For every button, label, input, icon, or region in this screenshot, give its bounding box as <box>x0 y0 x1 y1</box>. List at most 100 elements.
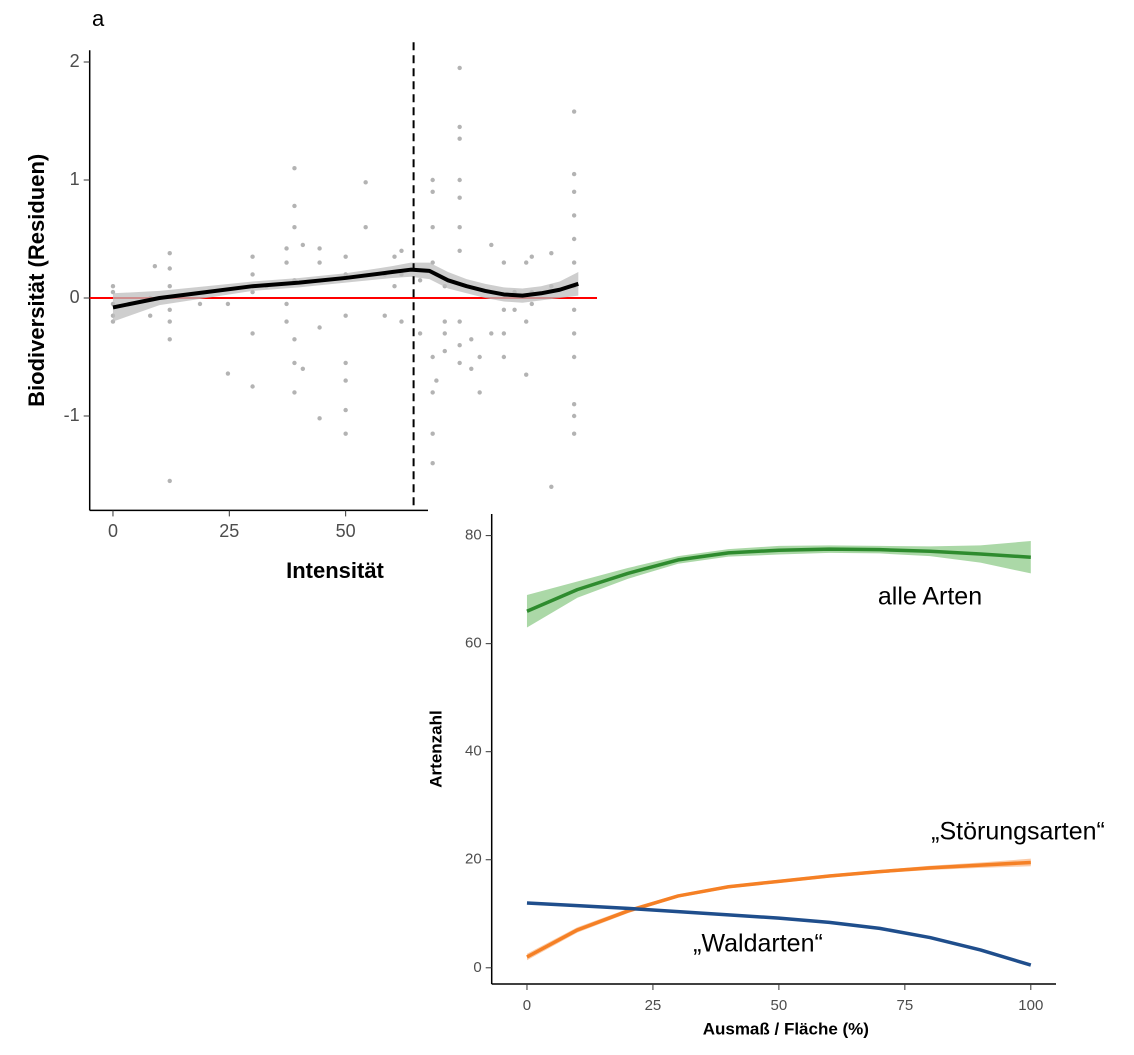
point <box>571 171 577 177</box>
point <box>457 343 462 348</box>
point <box>300 242 306 248</box>
point <box>292 360 297 366</box>
y-tick-label: 20 <box>465 851 482 868</box>
point <box>571 354 577 360</box>
point <box>110 284 116 289</box>
point <box>317 260 322 265</box>
point <box>250 331 255 336</box>
point <box>442 348 447 354</box>
point <box>392 284 397 289</box>
point <box>417 331 423 336</box>
x-tick-label: 0 <box>523 997 531 1014</box>
point <box>197 301 203 307</box>
point <box>501 331 507 336</box>
point <box>399 319 404 324</box>
point <box>225 301 231 307</box>
line <box>526 901 1032 967</box>
panel-background <box>430 500 1134 1055</box>
point <box>292 166 297 171</box>
point <box>571 109 577 114</box>
x-axis-label: Intensität <box>286 558 384 583</box>
point <box>147 313 153 318</box>
point <box>343 360 348 366</box>
point <box>571 189 577 194</box>
point <box>300 366 306 371</box>
point <box>529 301 534 307</box>
point <box>434 378 439 383</box>
line <box>112 267 579 310</box>
point <box>571 331 577 336</box>
y-tick-label: 1 <box>70 169 80 189</box>
panel: 0 25 50 75 100 0 20 40 60 80 Ausmaß / Fläche (%) Ar… <box>426 500 1134 1055</box>
point <box>343 407 348 413</box>
point <box>457 319 462 324</box>
line <box>526 547 1031 613</box>
point <box>529 254 534 259</box>
point <box>457 248 462 253</box>
x-axis-label: Ausmaß / Fläche (%) <box>703 1019 869 1038</box>
point <box>167 266 172 271</box>
point <box>317 416 322 421</box>
x-tick-label: 25 <box>645 997 662 1014</box>
y-axis-label: Biodiversität (Residuen) <box>24 154 49 407</box>
series-label: „Störungsarten“ <box>931 818 1105 846</box>
point <box>284 301 289 307</box>
point <box>343 313 348 318</box>
y-tick-label: 0 <box>70 287 80 307</box>
point <box>457 136 462 141</box>
point <box>167 337 172 342</box>
point <box>512 307 517 312</box>
point <box>501 307 507 312</box>
point <box>524 372 529 377</box>
point <box>225 371 231 376</box>
point <box>152 263 158 269</box>
point <box>549 484 554 489</box>
point <box>363 180 368 185</box>
confidence-band <box>526 541 1031 628</box>
confidence-band <box>112 262 579 322</box>
series-label: „Waldarten“ <box>693 930 823 958</box>
x-tick-label: 25 <box>219 521 239 541</box>
point <box>469 366 474 371</box>
y-tick-label: 60 <box>465 635 482 652</box>
point <box>571 260 577 265</box>
x-tick-label: 100 <box>1018 997 1043 1014</box>
x-tick-label: 50 <box>771 997 788 1014</box>
point <box>250 254 255 259</box>
point <box>430 461 435 466</box>
point <box>571 213 577 218</box>
y-axis-label: Artenzahl <box>426 710 445 787</box>
point <box>457 65 462 71</box>
point <box>343 431 348 436</box>
point <box>292 225 297 230</box>
point <box>343 378 348 383</box>
point <box>317 325 322 330</box>
point <box>250 272 255 277</box>
series-label: alle Arten <box>878 583 982 611</box>
point <box>477 390 482 395</box>
point <box>292 337 297 342</box>
point <box>430 225 435 230</box>
panel: a 0 25 50 -1 0 1 2 Intensität Biodiversität (Resi… <box>24 6 597 583</box>
point <box>571 307 577 312</box>
point <box>457 225 462 230</box>
point <box>292 390 297 395</box>
x-tick-label: 50 <box>336 521 356 541</box>
point <box>477 354 482 360</box>
point <box>430 431 435 436</box>
y-tick-label: 0 <box>473 959 481 976</box>
point <box>430 390 435 395</box>
point <box>430 177 435 183</box>
point <box>430 189 435 194</box>
point <box>110 289 116 295</box>
point <box>489 331 494 336</box>
chart-title: a <box>92 6 105 31</box>
point <box>343 254 348 259</box>
point <box>430 354 435 360</box>
point <box>469 337 474 342</box>
x-tick-label: 75 <box>897 997 914 1014</box>
point <box>167 478 172 484</box>
point <box>571 413 577 419</box>
point <box>284 246 289 251</box>
